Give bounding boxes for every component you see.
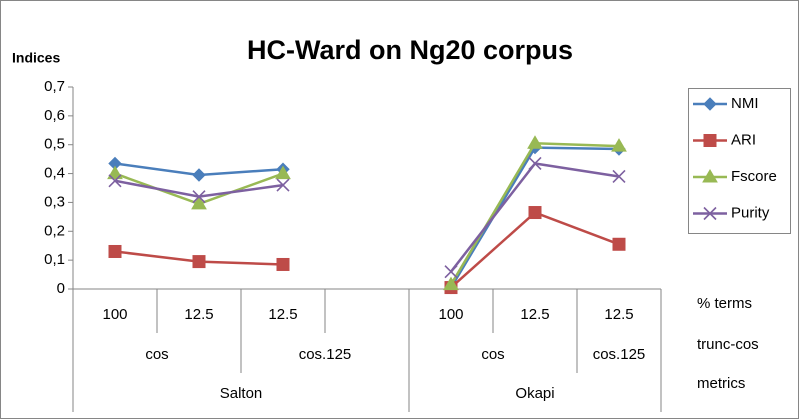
legend-marker [703, 97, 717, 111]
x-tick-label: 100 [102, 306, 127, 323]
data-point [528, 156, 542, 171]
data-point [108, 244, 122, 258]
legend-label: Purity [731, 204, 770, 221]
x-tick-label: 12.5 [184, 306, 213, 323]
y-tick-label: 0,7 [44, 78, 65, 95]
legend-marker [703, 206, 717, 221]
data-point [443, 276, 459, 291]
level-name: % terms [697, 295, 752, 312]
y-tick-label: 0,1 [44, 251, 65, 268]
data-point [107, 165, 123, 180]
y-tick-label: 0,4 [44, 165, 65, 182]
data-point [192, 255, 206, 269]
data-point [276, 178, 290, 192]
data-point [191, 195, 207, 210]
x-tick-label: 12.5 [520, 306, 549, 323]
data-point [612, 237, 626, 251]
y-tick-label: 0,6 [44, 107, 65, 124]
group-label: Okapi [515, 385, 554, 402]
data-point [192, 190, 206, 204]
level-name: metrics [697, 375, 745, 392]
legend-marker [703, 134, 717, 147]
level-name: trunc-cos [697, 336, 759, 353]
y-tick-label: 0 [57, 280, 65, 297]
x-tick-label: 12.5 [268, 306, 297, 323]
y-tick-label: 0,3 [44, 193, 65, 210]
x-tick-label: 12.5 [604, 306, 633, 323]
y-tick-label: 0,2 [44, 222, 65, 239]
legend-label: Fscore [731, 168, 777, 185]
data-point [444, 265, 458, 279]
chart-title: HC-Ward on Ng20 corpus [247, 35, 573, 65]
group-label: cos [481, 346, 504, 363]
data-point [612, 169, 626, 184]
group-label: cos [145, 346, 168, 363]
data-point [527, 135, 543, 149]
data-point [192, 168, 206, 182]
legend-label: NMI [731, 95, 759, 112]
data-point [108, 174, 122, 188]
group-label: cos.125 [299, 346, 352, 363]
y-tick-label: 0,5 [44, 136, 65, 153]
data-point [528, 206, 542, 220]
legend-marker [702, 169, 718, 183]
data-point [611, 138, 627, 152]
y-axis-label: Indices [12, 50, 60, 66]
data-point [276, 257, 290, 271]
x-tick-label: 100 [438, 306, 463, 323]
data-point [275, 165, 291, 180]
legend-label: ARI [731, 131, 756, 148]
group-label: Salton [220, 385, 263, 402]
group-label: cos.125 [593, 346, 646, 363]
